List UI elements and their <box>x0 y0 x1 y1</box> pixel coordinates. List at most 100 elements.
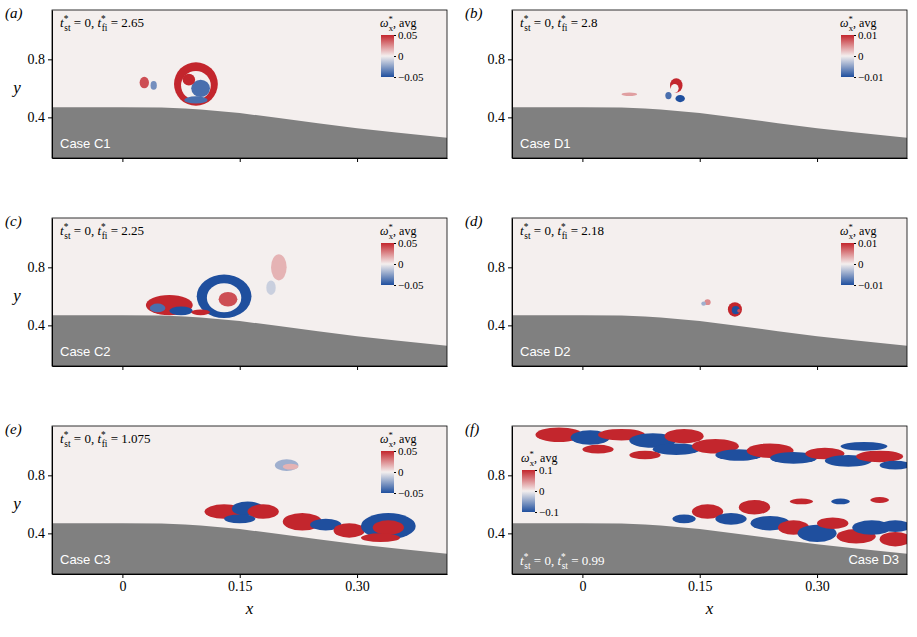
tick: 0.1 <box>535 464 553 476</box>
tick: 0 <box>535 485 545 497</box>
symbol: ω <box>840 16 848 30</box>
tick: 0.4 <box>488 526 513 541</box>
tick-mark <box>48 59 52 60</box>
vortex-structure <box>207 283 241 312</box>
tick: 0.15 <box>228 574 253 594</box>
vortex-structure <box>665 429 704 444</box>
tick-label: 0.4 <box>28 526 46 541</box>
colorbar-ramp <box>381 243 394 285</box>
tick-label: −0.1 <box>539 506 559 518</box>
tick-label: −0.05 <box>398 279 424 291</box>
tick: 0.4 <box>28 318 53 333</box>
tick-label: 0 <box>398 50 404 62</box>
text-rest: = <box>531 223 545 238</box>
vortex-structure <box>582 445 613 454</box>
tick-label: 0.01 <box>858 29 877 41</box>
axis: 0.40.8 <box>28 219 53 367</box>
axis-line <box>854 244 855 286</box>
axis-line <box>52 219 53 367</box>
symbol: ω <box>840 224 848 238</box>
panel-label: (b) <box>465 5 483 22</box>
tick-mark <box>582 158 583 162</box>
tick-mark <box>394 35 396 36</box>
panel: 0.40.8y(c)t*st = 0, t*fi = 2.25Case C20.… <box>5 213 448 370</box>
tick-mark <box>817 158 818 162</box>
vortex-structure <box>856 451 903 463</box>
vortex-structure <box>169 307 192 316</box>
vortex-structure <box>183 74 196 86</box>
tick: −0.05 <box>394 71 424 83</box>
text-rest: , avg <box>534 451 557 465</box>
vortex-structure <box>665 92 671 99</box>
tick-mark <box>700 366 701 370</box>
tick-mark <box>48 533 52 534</box>
surface <box>512 315 907 366</box>
tick-mark <box>508 267 512 268</box>
panel: 0.4 0.8 (b) t*st = 0, t*fi = 2.8 Case D1 0.01… <box>465 5 908 162</box>
colorbar-title: ω*x, avg <box>380 14 416 33</box>
text-rest: = <box>567 15 581 30</box>
tick-mark <box>817 366 818 370</box>
plot-background <box>52 426 447 574</box>
tick-mark <box>357 158 358 162</box>
plot-area <box>512 10 907 158</box>
axis: 0.010−0.01 <box>854 237 883 291</box>
tick-label: 0.8 <box>488 52 506 67</box>
axis: 0.4 0.8 <box>488 11 513 159</box>
tick: 0 <box>394 466 404 478</box>
panel-label: (c) <box>5 213 22 230</box>
tick: 0 <box>854 258 864 270</box>
x-axis-title: x <box>245 599 254 618</box>
vortex-structure <box>675 95 684 102</box>
vortex-structure <box>629 451 660 460</box>
vortex-structure <box>271 254 287 280</box>
symbol: ω <box>380 432 388 446</box>
colorbar-ramp <box>841 243 854 285</box>
tick-mark <box>48 325 52 326</box>
panel: 0.40.8y(a)t*st = 0, t*fi = 2.65Case C10.… <box>5 5 448 162</box>
figure: 0.40.8y(a)t*st = 0, t*fi = 2.65Case C10.… <box>0 0 917 637</box>
panel-label: (d) <box>465 213 483 230</box>
vortex-structure <box>671 84 679 93</box>
tick-label: 0 <box>858 258 864 270</box>
axis: 0.40.8 <box>28 427 53 575</box>
tick-mark <box>240 366 241 370</box>
vortex-structure <box>831 499 850 505</box>
panel-label: (f) <box>465 421 479 438</box>
tick: 0 <box>119 574 126 594</box>
vortex-structure <box>715 513 746 525</box>
time-label: t*st = 0, t*fi = 2.8 <box>520 14 597 33</box>
tick-label: 0.05 <box>398 445 418 457</box>
panel: 0.40.8(d)t*st = 0, t*fi = 2.18Case D20.0… <box>465 213 908 370</box>
tick-mark <box>240 574 241 578</box>
tick: 0.4 <box>488 110 513 125</box>
colorbar: 0.10−0.1ω*x, avg <box>521 449 559 518</box>
colorbar-title: ω*x, avg <box>380 430 416 449</box>
colorbar-ramp <box>381 451 394 493</box>
vortex-structure <box>174 62 218 106</box>
tick-mark <box>240 158 241 162</box>
time-value: 2.18 <box>581 223 604 238</box>
tick <box>817 158 818 162</box>
axis-line <box>512 11 513 159</box>
vortex-structure <box>150 304 166 313</box>
time-value: 2.65 <box>121 15 144 30</box>
axis: 00.150.30 <box>53 574 448 594</box>
case-label: Case D1 <box>520 136 571 151</box>
tick-mark <box>854 77 856 78</box>
tick <box>582 158 583 162</box>
plot-frame <box>512 10 907 158</box>
text-rest: , avg <box>393 432 416 446</box>
tick-label: 0.8 <box>28 52 46 67</box>
tick-label: 0.4 <box>488 526 506 541</box>
plot-background <box>512 10 907 158</box>
surface <box>512 523 907 574</box>
time-label: t*st = 0, t*fi = 2.25 <box>60 222 144 241</box>
vortex-structure <box>728 302 742 317</box>
plot-frame <box>512 426 907 574</box>
plot-frame <box>52 426 447 574</box>
tick-mark <box>508 117 512 118</box>
colorbar-title: ω*x, avg <box>840 222 876 241</box>
plot-area <box>52 426 447 574</box>
tick-label: 0.4 <box>28 318 46 333</box>
